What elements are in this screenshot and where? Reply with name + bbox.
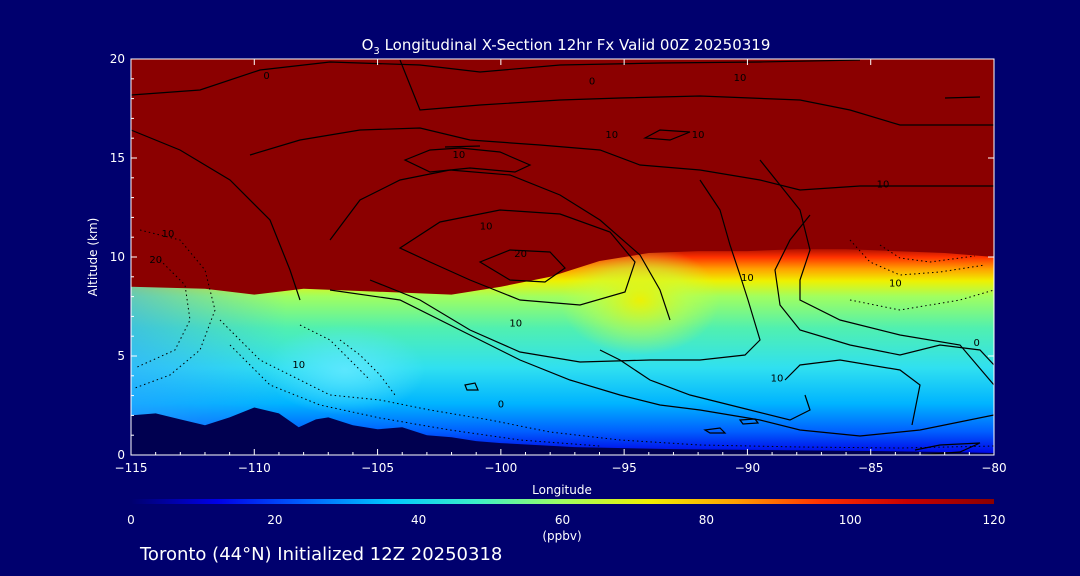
contour-label: 10 — [605, 130, 618, 141]
contour-label: 0 — [498, 400, 504, 411]
y-tick-label: 0 — [117, 448, 125, 462]
contour-line — [738, 418, 760, 425]
high-ozone-tongue — [560, 245, 720, 355]
contour-line — [759, 159, 994, 386]
y-axis-label: Altitude (km) — [86, 218, 100, 297]
contour-line — [398, 209, 636, 306]
contour-line — [703, 427, 727, 434]
x-tick-label: −80 — [981, 461, 1006, 475]
chart-title: O3 Longitudinal X-Section 12hr Fx Valid … — [362, 36, 771, 57]
contour-labels: 0 0 10 10 10 10 10 10 20 10 20 10 10 10 0 10 0 10 — [149, 71, 980, 411]
contour-line — [914, 442, 981, 455]
colorbar-tick-label: 0 — [127, 513, 135, 527]
contour-line — [399, 59, 994, 126]
y-tick-label: 15 — [110, 151, 125, 165]
contour-line — [444, 145, 481, 148]
contour-line — [369, 179, 761, 363]
terrain — [131, 407, 994, 455]
x-tick-label: −85 — [858, 461, 883, 475]
contour-line-dotted — [879, 244, 976, 263]
x-tick-label: −90 — [735, 461, 760, 475]
contour-label: 10 — [771, 374, 784, 385]
contour-line — [464, 382, 479, 391]
negative-contour-lines — [134, 229, 994, 449]
y-tick-label: 10 — [110, 250, 125, 264]
contour-line — [131, 59, 861, 96]
contour-line-dotted — [849, 239, 986, 276]
contour-label: 0 — [974, 338, 980, 349]
colorbar — [131, 499, 994, 504]
colorbar-tick-label: 120 — [983, 513, 1006, 527]
contour-line-dotted — [219, 319, 994, 449]
contour-line — [599, 349, 811, 421]
colorbar-tick-label: 40 — [411, 513, 426, 527]
contour-label: 10 — [741, 273, 754, 284]
contour-label: 0 — [263, 71, 269, 82]
footer-caption: Toronto (44°N) Initialized 12Z 20250318 — [139, 544, 502, 565]
contour-label: 10 — [889, 279, 902, 290]
contour-line — [403, 147, 532, 173]
contour-line — [642, 129, 691, 141]
y-tick-label: 20 — [110, 52, 125, 66]
x-axis-label: Longitude — [532, 483, 592, 497]
contour-line — [131, 129, 301, 301]
y-tick-label: 5 — [117, 349, 125, 363]
contour-line-dotted — [134, 259, 191, 369]
colorbar-ticks: 0 20 40 60 80 100 120 — [127, 513, 1005, 527]
x-tick-label: −95 — [611, 461, 636, 475]
x-axis: −115 −110 −105 −100 −95 −90 −85 −80 — [115, 59, 1007, 475]
contour-label: 20 — [149, 255, 162, 266]
contour-label: 10 — [692, 130, 705, 141]
colorbar-tick-label: 60 — [555, 513, 570, 527]
x-tick-label: −110 — [238, 461, 271, 475]
contour-label: 20 — [514, 249, 527, 260]
contour-label: 10 — [877, 180, 890, 191]
colorbar-tick-label: 80 — [699, 513, 714, 527]
contour-line-dotted — [849, 289, 994, 311]
mid-level-cyan-region — [265, 325, 425, 415]
contour-label: 0 — [589, 77, 595, 88]
contour-label: 10 — [453, 150, 466, 161]
x-tick-label: −115 — [115, 461, 148, 475]
colorbar-tick-label: 20 — [267, 513, 282, 527]
contour-line — [249, 127, 994, 191]
contour-label: 10 — [509, 318, 522, 329]
colorbar-unit-label: (ppbv) — [542, 529, 581, 543]
contour-lines — [131, 59, 994, 455]
contour-label: 10 — [162, 229, 175, 240]
contour-label: 10 — [734, 73, 747, 84]
contour-line — [784, 359, 921, 426]
contour-line-dotted — [134, 229, 216, 389]
contour-label: 10 — [292, 360, 305, 371]
contour-label: 10 — [480, 221, 493, 232]
contour-line — [329, 289, 994, 437]
x-tick-label: −105 — [361, 461, 394, 475]
colorbar-tick-label: 100 — [839, 513, 862, 527]
contour-line-dotted — [229, 344, 601, 447]
stratospheric-region — [131, 59, 994, 295]
x-tick-label: −100 — [484, 461, 517, 475]
contour-line — [774, 214, 994, 366]
contour-line — [944, 96, 981, 99]
y-axis: 0 5 10 15 20 — [110, 52, 994, 462]
contour-line — [478, 249, 566, 283]
contour-line — [329, 169, 671, 321]
